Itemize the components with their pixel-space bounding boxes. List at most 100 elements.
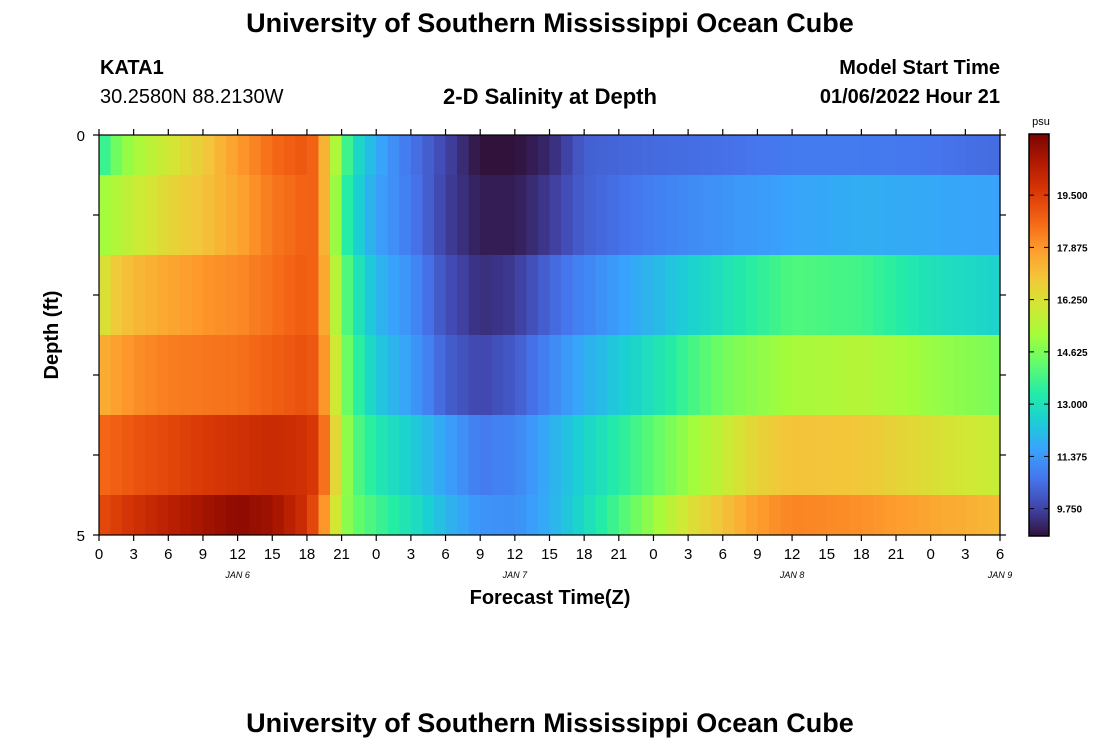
- heatmap-cell: [838, 135, 851, 176]
- heatmap-cell: [572, 495, 585, 536]
- heatmap-cell: [803, 135, 816, 176]
- heatmap-cell: [410, 135, 424, 176]
- heatmap-cell: [803, 415, 816, 496]
- heatmap-cell: [503, 495, 516, 536]
- heatmap-cell: [491, 495, 504, 536]
- heatmap-cell: [445, 255, 458, 336]
- heatmap-cell: [976, 335, 990, 416]
- heatmap-cell: [214, 495, 227, 536]
- heatmap-cell: [930, 135, 943, 176]
- heatmap-cell: [526, 335, 539, 416]
- heatmap-cell: [930, 175, 943, 256]
- heatmap-cell: [537, 415, 551, 496]
- heatmap-cell: [653, 415, 666, 496]
- x-tick-label: 6: [719, 546, 727, 563]
- x-axis: 0 3 6 9 12 15 18 21 0 3 6 9 12 15 18 21 0 3 6 9 12 15 18 21 0 3 6 J…: [95, 129, 1012, 580]
- heatmap-cell: [711, 335, 724, 416]
- heatmap-cell: [226, 415, 239, 496]
- heatmap-cell: [630, 495, 643, 536]
- station-id: KATA1: [100, 57, 164, 79]
- heatmap-cell: [988, 335, 1001, 416]
- heatmap-cell: [803, 495, 816, 536]
- heatmap-cell: [630, 175, 643, 256]
- heatmap-cell: [561, 135, 574, 176]
- heatmap-cell: [722, 175, 735, 256]
- heatmap-cell: [537, 175, 551, 256]
- heatmap-cell: [526, 495, 539, 536]
- heatmap-cell: [768, 415, 782, 496]
- heatmap-cell: [226, 135, 239, 176]
- heatmap-cell: [745, 335, 759, 416]
- heatmap-cell: [930, 495, 943, 536]
- heatmap-cell: [815, 495, 828, 536]
- heatmap-cell: [976, 495, 990, 536]
- heatmap-cell: [872, 495, 886, 536]
- heatmap-cell: [861, 255, 874, 336]
- x-tick-label: 3: [129, 546, 137, 563]
- x-axis-label: Forecast Time(Z): [470, 587, 631, 609]
- chart-title: University of Southern Mississippi Ocean…: [246, 8, 854, 38]
- heatmap-cell: [872, 135, 886, 176]
- heatmap-cell: [849, 175, 862, 256]
- heatmap-cell: [272, 415, 285, 496]
- heatmap-cell: [122, 255, 135, 336]
- heatmap-cell: [364, 175, 377, 256]
- x-tick-label: 0: [95, 546, 103, 563]
- heatmap-cell: [272, 175, 285, 256]
- heatmap-cell: [688, 255, 701, 336]
- heatmap-cell: [653, 255, 666, 336]
- heatmap-cell: [480, 415, 493, 496]
- heatmap-cell: [561, 255, 574, 336]
- heatmap-cell: [410, 415, 424, 496]
- heatmap-cell: [249, 335, 262, 416]
- heatmap-cell: [249, 255, 262, 336]
- heatmap-cell: [457, 415, 470, 496]
- heatmap-cell: [653, 335, 666, 416]
- heatmap-cell: [283, 495, 296, 536]
- heatmap-cell: [618, 415, 631, 496]
- heatmap-cell: [295, 415, 308, 496]
- heatmap-cell: [988, 255, 1001, 336]
- heatmap-cell: [422, 175, 435, 256]
- heatmap-cell: [711, 495, 724, 536]
- heatmap-cell: [457, 175, 470, 256]
- heatmap-cell: [976, 255, 990, 336]
- x-tick-label: 0: [927, 546, 935, 563]
- heatmap-cell: [249, 135, 262, 176]
- heatmap-cell: [156, 495, 169, 536]
- heatmap-cell: [780, 255, 793, 336]
- heatmap-cell: [757, 335, 770, 416]
- heatmap-cell: [815, 175, 828, 256]
- y-axis-label: Depth (ft): [41, 291, 63, 380]
- heatmap-cell: [965, 335, 978, 416]
- heatmap-cell: [110, 255, 123, 336]
- heatmap-cell: [630, 335, 643, 416]
- heatmap-cell: [688, 335, 701, 416]
- heatmap-cell: [191, 415, 204, 496]
- heatmap-cell: [480, 335, 493, 416]
- heatmap-cell: [722, 135, 735, 176]
- heatmap-cell: [410, 495, 424, 536]
- heatmap-cell: [410, 335, 424, 416]
- heatmap-cell: [572, 255, 585, 336]
- heatmap-cell: [919, 335, 932, 416]
- heatmap-cell: [826, 255, 839, 336]
- heatmap-cell: [168, 135, 181, 176]
- heatmap-cell: [618, 335, 631, 416]
- heatmap-cell: [953, 495, 966, 536]
- heatmap-cell: [826, 415, 839, 496]
- heatmap-cell: [699, 255, 712, 336]
- heatmap-cell: [156, 175, 169, 256]
- heatmap-cell: [896, 175, 909, 256]
- heatmap-cell: [468, 415, 481, 496]
- heatmap-cell: [757, 175, 770, 256]
- heatmap-cell: [330, 495, 343, 536]
- x-tick-label: 18: [299, 546, 316, 563]
- heatmap-cell: [907, 415, 920, 496]
- heatmap-cell: [503, 255, 516, 336]
- heatmap-cell: [526, 175, 539, 256]
- heatmap-cell: [202, 255, 216, 336]
- heatmap-cell: [896, 495, 909, 536]
- heatmap-cell: [364, 135, 377, 176]
- colorbar-tick-label: 14.625: [1057, 348, 1088, 359]
